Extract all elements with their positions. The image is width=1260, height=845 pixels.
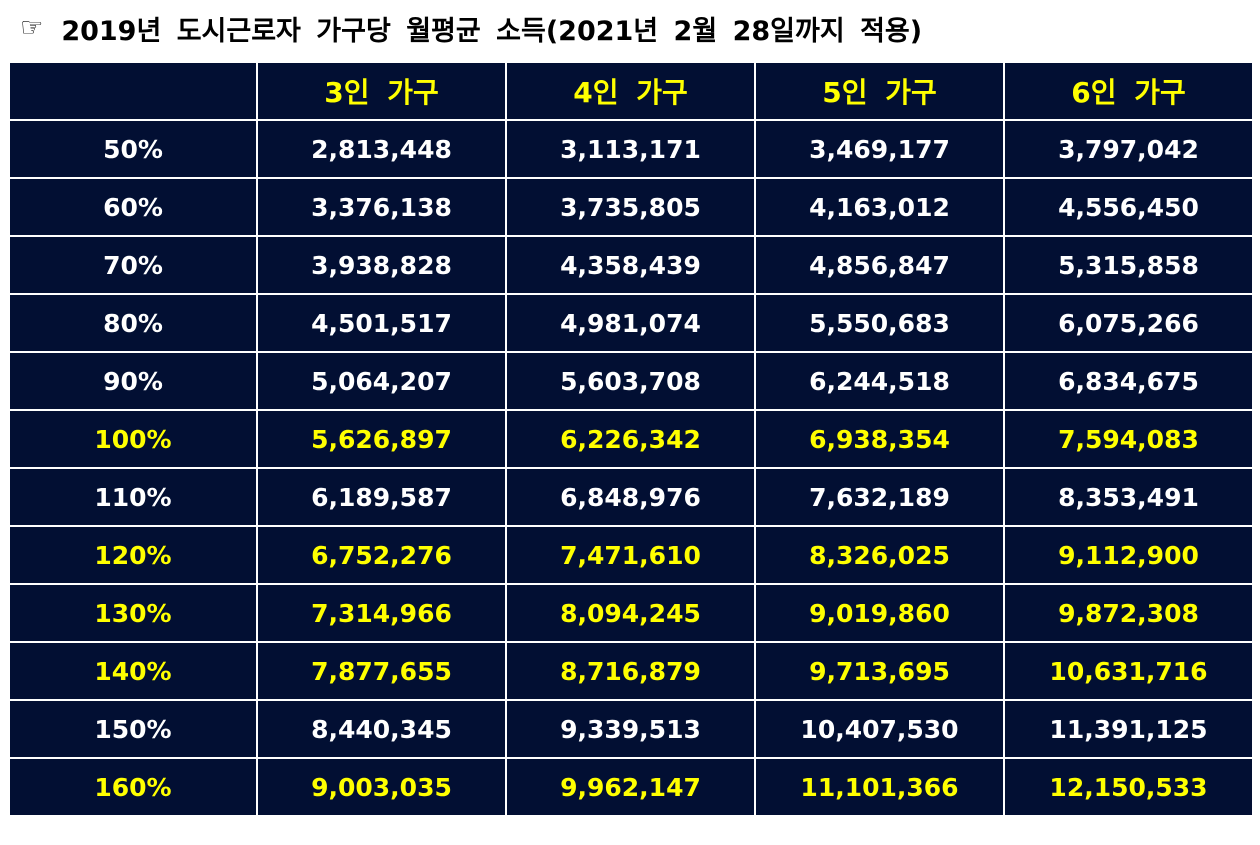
row-percent-label: 80% bbox=[8, 293, 258, 353]
header-corner bbox=[8, 61, 258, 121]
row-percent-label: 100% bbox=[8, 409, 258, 469]
table-header: 3인 가구 4인 가구 5인 가구 6인 가구 bbox=[8, 61, 1254, 121]
header-3-person: 3인 가구 bbox=[256, 61, 507, 121]
table-row: 100% 5,626,897 6,226,342 6,938,354 7,594,083 bbox=[8, 409, 1254, 469]
income-cell: 6,752,276 bbox=[256, 525, 507, 585]
table-row: 120% 6,752,276 7,471,610 8,326,025 9,112,900 bbox=[8, 525, 1254, 585]
row-percent-label: 70% bbox=[8, 235, 258, 295]
income-cell: 4,358,439 bbox=[505, 235, 756, 295]
income-cell: 3,469,177 bbox=[754, 119, 1005, 179]
row-percent-label: 150% bbox=[8, 699, 258, 759]
income-cell: 6,226,342 bbox=[505, 409, 756, 469]
income-cell: 6,075,266 bbox=[1003, 293, 1254, 353]
income-cell: 6,938,354 bbox=[754, 409, 1005, 469]
income-table: 3인 가구 4인 가구 5인 가구 6인 가구 50% 2,813,448 3,11… bbox=[8, 61, 1254, 817]
income-cell: 9,962,147 bbox=[505, 757, 756, 817]
table-header-row: 3인 가구 4인 가구 5인 가구 6인 가구 bbox=[8, 61, 1254, 121]
income-cell: 10,407,530 bbox=[754, 699, 1005, 759]
income-cell: 5,603,708 bbox=[505, 351, 756, 411]
header-5-person: 5인 가구 bbox=[754, 61, 1005, 121]
row-percent-label: 120% bbox=[8, 525, 258, 585]
income-cell: 11,391,125 bbox=[1003, 699, 1254, 759]
row-percent-label: 50% bbox=[8, 119, 258, 179]
income-cell: 7,471,610 bbox=[505, 525, 756, 585]
income-cell: 8,326,025 bbox=[754, 525, 1005, 585]
table-body: 50% 2,813,448 3,113,171 3,469,177 3,797,042 6… bbox=[8, 119, 1254, 817]
income-cell: 5,315,858 bbox=[1003, 235, 1254, 295]
pointing-hand-icon: ☞ bbox=[20, 13, 44, 43]
income-cell: 6,834,675 bbox=[1003, 351, 1254, 411]
row-percent-label: 130% bbox=[8, 583, 258, 643]
table-row: 110% 6,189,587 6,848,976 7,632,189 8,353,491 bbox=[8, 467, 1254, 527]
table-row: 60% 3,376,138 3,735,805 4,163,012 4,556,450 bbox=[8, 177, 1254, 237]
income-cell: 11,101,366 bbox=[754, 757, 1005, 817]
income-cell: 6,244,518 bbox=[754, 351, 1005, 411]
header-4-person: 4인 가구 bbox=[505, 61, 756, 121]
table-row: 50% 2,813,448 3,113,171 3,469,177 3,797,042 bbox=[8, 119, 1254, 179]
income-cell: 3,376,138 bbox=[256, 177, 507, 237]
header-6-person: 6인 가구 bbox=[1003, 61, 1254, 121]
income-cell: 9,872,308 bbox=[1003, 583, 1254, 643]
row-percent-label: 110% bbox=[8, 467, 258, 527]
income-cell: 4,981,074 bbox=[505, 293, 756, 353]
table-row: 90% 5,064,207 5,603,708 6,244,518 6,834,675 bbox=[8, 351, 1254, 411]
income-cell: 9,713,695 bbox=[754, 641, 1005, 701]
income-cell: 3,797,042 bbox=[1003, 119, 1254, 179]
row-percent-label: 140% bbox=[8, 641, 258, 701]
income-cell: 7,877,655 bbox=[256, 641, 507, 701]
income-cell: 7,594,083 bbox=[1003, 409, 1254, 469]
income-cell: 3,938,828 bbox=[256, 235, 507, 295]
table-row: 140% 7,877,655 8,716,879 9,713,695 10,631,71… bbox=[8, 641, 1254, 701]
income-cell: 2,813,448 bbox=[256, 119, 507, 179]
income-cell: 5,626,897 bbox=[256, 409, 507, 469]
income-cell: 9,003,035 bbox=[256, 757, 507, 817]
income-cell: 8,353,491 bbox=[1003, 467, 1254, 527]
income-cell: 9,339,513 bbox=[505, 699, 756, 759]
page-title: ☞ 2019년 도시근로자 가구당 월평균 소득(2021년 2월 28일까지 … bbox=[20, 6, 922, 50]
table-row: 160% 9,003,035 9,962,147 11,101,366 12,150,5… bbox=[8, 757, 1254, 817]
income-cell: 4,163,012 bbox=[754, 177, 1005, 237]
income-cell: 4,856,847 bbox=[754, 235, 1005, 295]
income-cell: 7,632,189 bbox=[754, 467, 1005, 527]
income-cell: 5,550,683 bbox=[754, 293, 1005, 353]
income-cell: 3,113,171 bbox=[505, 119, 756, 179]
income-cell: 3,735,805 bbox=[505, 177, 756, 237]
row-percent-label: 90% bbox=[8, 351, 258, 411]
income-cell: 6,189,587 bbox=[256, 467, 507, 527]
table-row: 70% 3,938,828 4,358,439 4,856,847 5,315,858 bbox=[8, 235, 1254, 295]
income-cell: 8,094,245 bbox=[505, 583, 756, 643]
row-percent-label: 160% bbox=[8, 757, 258, 817]
income-cell: 8,440,345 bbox=[256, 699, 507, 759]
page-title-text: 2019년 도시근로자 가구당 월평균 소득(2021년 2월 28일까지 적용… bbox=[61, 15, 923, 47]
table-row: 80% 4,501,517 4,981,074 5,550,683 6,075,266 bbox=[8, 293, 1254, 353]
table-row: 130% 7,314,966 8,094,245 9,019,860 9,872,308 bbox=[8, 583, 1254, 643]
income-cell: 7,314,966 bbox=[256, 583, 507, 643]
income-cell: 12,150,533 bbox=[1003, 757, 1254, 817]
income-cell: 6,848,976 bbox=[505, 467, 756, 527]
income-cell: 8,716,879 bbox=[505, 641, 756, 701]
income-cell: 4,501,517 bbox=[256, 293, 507, 353]
row-percent-label: 60% bbox=[8, 177, 258, 237]
table-row: 150% 8,440,345 9,339,513 10,407,530 11,391,1… bbox=[8, 699, 1254, 759]
income-cell: 4,556,450 bbox=[1003, 177, 1254, 237]
income-cell: 9,019,860 bbox=[754, 583, 1005, 643]
income-cell: 9,112,900 bbox=[1003, 525, 1254, 585]
income-cell: 5,064,207 bbox=[256, 351, 507, 411]
income-cell: 10,631,716 bbox=[1003, 641, 1254, 701]
